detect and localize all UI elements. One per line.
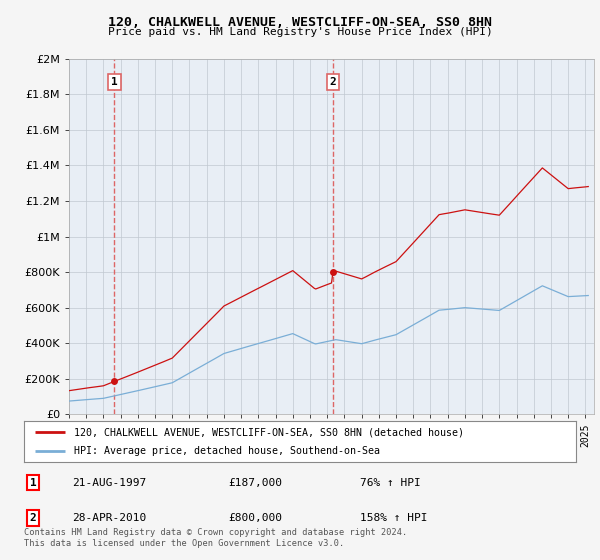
Text: 21-AUG-1997: 21-AUG-1997	[72, 478, 146, 488]
Text: 76% ↑ HPI: 76% ↑ HPI	[360, 478, 421, 488]
Text: 120, CHALKWELL AVENUE, WESTCLIFF-ON-SEA, SS0 8HN: 120, CHALKWELL AVENUE, WESTCLIFF-ON-SEA,…	[108, 16, 492, 29]
Text: £187,000: £187,000	[228, 478, 282, 488]
Text: 158% ↑ HPI: 158% ↑ HPI	[360, 513, 427, 523]
Text: 2: 2	[29, 513, 37, 523]
Text: 2: 2	[329, 77, 336, 87]
Text: 1: 1	[111, 77, 118, 87]
Text: 28-APR-2010: 28-APR-2010	[72, 513, 146, 523]
Text: 120, CHALKWELL AVENUE, WESTCLIFF-ON-SEA, SS0 8HN (detached house): 120, CHALKWELL AVENUE, WESTCLIFF-ON-SEA,…	[74, 427, 464, 437]
Text: HPI: Average price, detached house, Southend-on-Sea: HPI: Average price, detached house, Sout…	[74, 446, 380, 456]
Text: Price paid vs. HM Land Registry's House Price Index (HPI): Price paid vs. HM Land Registry's House …	[107, 27, 493, 37]
Text: £800,000: £800,000	[228, 513, 282, 523]
Text: Contains HM Land Registry data © Crown copyright and database right 2024.
This d: Contains HM Land Registry data © Crown c…	[24, 528, 407, 548]
Text: 1: 1	[29, 478, 37, 488]
